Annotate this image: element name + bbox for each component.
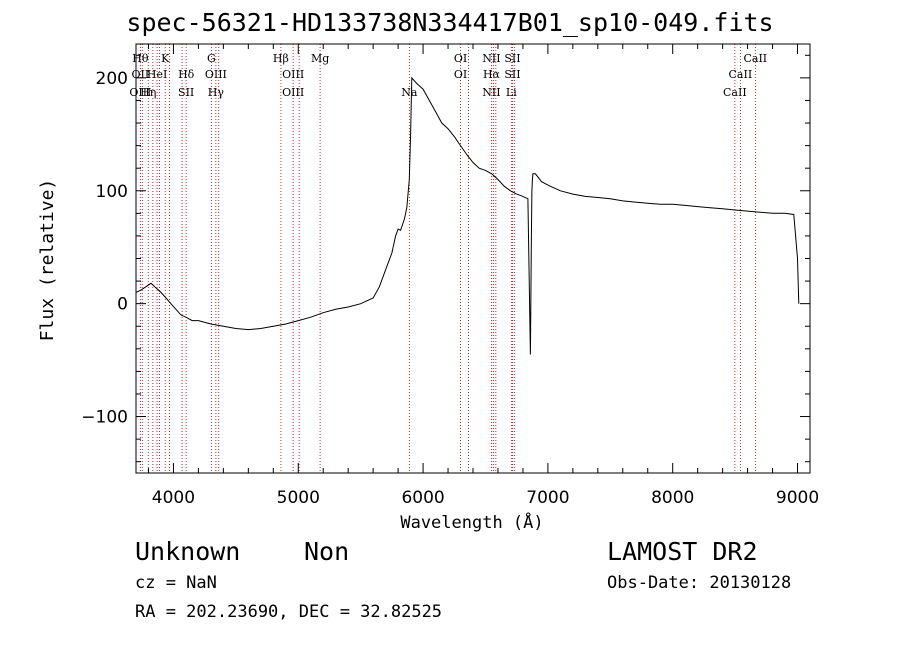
line-label: OI — [454, 52, 467, 65]
y-tick-label: 200 — [96, 69, 128, 89]
axis-tick-labels: 4000 5000 6000 7000 8000 9000 −100 0 100 200 — [81, 69, 819, 508]
spectrum-line — [135, 76, 800, 355]
object-class: Unknown — [135, 537, 241, 566]
line-label: OIII — [129, 86, 151, 99]
line-label: Hβ — [273, 52, 289, 65]
line-label: Hθ — [132, 52, 149, 65]
line-label: OIII — [205, 68, 227, 81]
line-label: Hδ — [178, 68, 195, 81]
line-label: Hη — [140, 86, 156, 99]
emission-line-markers — [139, 44, 756, 473]
line-label: CaII — [723, 86, 747, 99]
y-tick-label: 100 — [96, 182, 128, 202]
line-label: HeI — [147, 68, 167, 81]
line-label: Hγ — [208, 86, 225, 99]
line-label: Hα — [483, 68, 501, 81]
ra-dec-coordinates: RA = 202.23690, DEC = 32.82525 — [135, 602, 443, 622]
y-tick-label: 0 — [117, 295, 128, 315]
line-label: OII — [132, 68, 150, 81]
line-label: OI — [454, 68, 467, 81]
line-label: Mg — [311, 52, 329, 65]
x-tick-label: 8000 — [651, 488, 694, 508]
line-label: SII — [504, 52, 520, 65]
x-axis-label: Wavelength (Å) — [400, 511, 543, 533]
x-tick-label: 6000 — [401, 488, 444, 508]
line-labels: HθOIIOIIIHηHeIKHδSIIGOIIIHγHβOIIIOIIIMgN… — [129, 52, 767, 99]
line-label: Na — [401, 86, 418, 99]
plot-frame — [135, 43, 811, 474]
line-label: CaII — [729, 68, 753, 81]
y-axis-label: Flux (relative) — [37, 179, 58, 342]
line-label: OIII — [282, 86, 304, 99]
line-label: NII — [482, 52, 500, 65]
redshift-cz: cz = NaN — [135, 573, 217, 593]
line-label: SII — [178, 86, 194, 99]
line-label: G — [207, 52, 216, 65]
axis-ticks — [136, 44, 810, 473]
object-subclass: Non — [304, 537, 350, 566]
x-tick-label: 5000 — [277, 488, 320, 508]
x-tick-label: 4000 — [152, 488, 195, 508]
line-label: OIII — [282, 68, 304, 81]
line-label: SII — [504, 68, 520, 81]
y-tick-label: −100 — [81, 408, 128, 428]
chart-title: spec-56321-HD133738N334417B01_sp10-049.f… — [126, 8, 774, 37]
line-label: NII — [482, 86, 500, 99]
line-label: CaII — [743, 52, 767, 65]
x-tick-label: 7000 — [526, 488, 569, 508]
observation-date: Obs-Date: 20130128 — [607, 573, 792, 593]
x-tick-label: 9000 — [776, 488, 819, 508]
survey-name: LAMOST DR2 — [607, 537, 758, 566]
line-label: Li — [506, 86, 517, 99]
line-label: K — [161, 52, 170, 65]
